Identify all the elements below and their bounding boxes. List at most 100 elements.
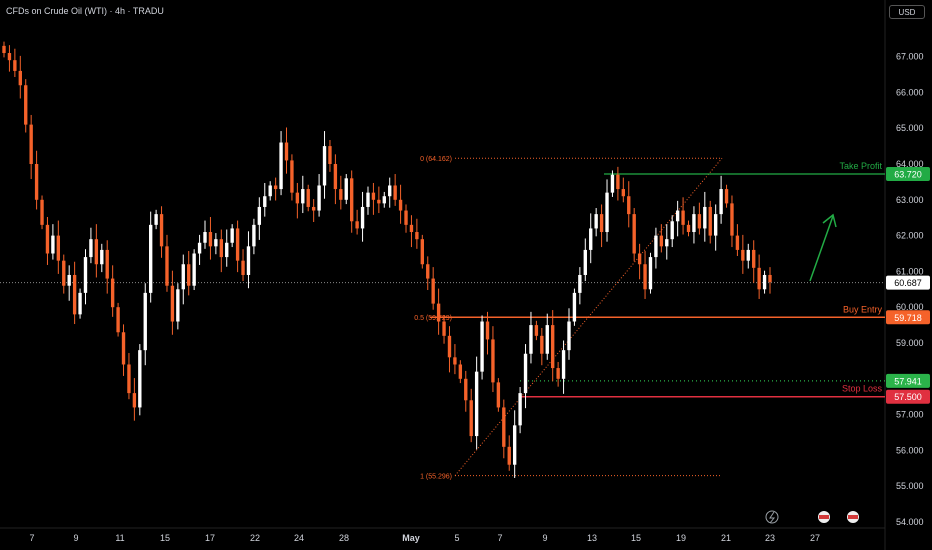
candle-body [290, 160, 294, 193]
x-tick-label: 24 [294, 533, 304, 543]
y-tick-label: 56.000 [896, 445, 924, 455]
candle-body [675, 210, 680, 222]
candle-body [578, 274, 582, 293]
candle [561, 340, 566, 394]
candle [534, 320, 539, 341]
candle-body [225, 242, 229, 258]
candle [45, 216, 50, 265]
candle [170, 270, 175, 335]
candle-body [56, 235, 61, 261]
candle [62, 254, 66, 294]
candle [72, 261, 77, 325]
lightning-icon[interactable] [765, 510, 779, 524]
candle-body [735, 235, 740, 250]
x-tick-label: 19 [676, 533, 686, 543]
x-tick-label: 9 [542, 533, 547, 543]
candle [219, 229, 223, 273]
take-profit-label: Take Profit [839, 161, 882, 171]
candle-body [388, 185, 392, 197]
candle [225, 229, 229, 267]
candle-body [436, 303, 441, 322]
candle-body [485, 321, 490, 340]
candle [752, 240, 756, 283]
candle [713, 204, 718, 251]
candle-body [518, 393, 522, 426]
candle-body [252, 224, 256, 247]
candle-body [219, 239, 223, 258]
candle-body [143, 292, 147, 351]
candle-body [301, 189, 305, 204]
candle [290, 154, 294, 201]
fib-level-label: 0.5 (59.729) [414, 315, 452, 322]
candle-body [165, 246, 169, 286]
candle [7, 45, 12, 72]
candle-body [551, 325, 555, 369]
candle-body [621, 189, 626, 197]
candle [105, 240, 109, 294]
candle [203, 220, 207, 249]
economic-event-icon[interactable] [818, 511, 830, 523]
candle [34, 150, 39, 210]
candle [116, 302, 120, 337]
candle [273, 177, 278, 201]
up-arrow-icon [809, 213, 837, 282]
candle-body [583, 249, 587, 275]
candle [132, 378, 137, 421]
candle-body [355, 221, 359, 229]
candle [83, 249, 88, 305]
candle-body [344, 178, 348, 200]
candle-body [415, 232, 419, 240]
candle [284, 127, 289, 174]
candle-body [170, 285, 175, 322]
economic-event-icon[interactable] [847, 511, 859, 523]
candle [360, 191, 365, 242]
candle-body [670, 221, 674, 240]
candle-body [2, 45, 6, 54]
candle [464, 370, 468, 412]
candle [159, 206, 164, 258]
candle-body [295, 192, 300, 204]
candle-body [480, 321, 484, 372]
candle-body [72, 274, 77, 315]
candle-body [83, 257, 88, 293]
candle-body [741, 249, 745, 261]
candle [447, 326, 452, 373]
candle-body [24, 85, 28, 125]
candle [127, 353, 131, 400]
candle-body [89, 239, 93, 258]
candle [328, 140, 332, 172]
candle [246, 231, 251, 289]
candle-body [512, 425, 517, 465]
candle-body [257, 206, 262, 225]
candle-body [464, 378, 468, 401]
candle-body [67, 274, 71, 286]
candle [295, 182, 300, 219]
candle-body [561, 350, 566, 379]
candle-body [138, 350, 142, 408]
candle [404, 204, 408, 233]
candle [686, 220, 691, 237]
candle [29, 114, 33, 180]
candle [339, 175, 343, 210]
candle-body [458, 364, 463, 379]
candle-body [208, 232, 213, 247]
candle-body [768, 274, 772, 283]
candle [529, 311, 533, 364]
candle [431, 267, 435, 310]
x-tick-label: 27 [810, 533, 820, 543]
candle [230, 224, 234, 248]
candle-body [360, 206, 365, 229]
candle-body [366, 192, 370, 207]
y-tick-label: 66.000 [896, 87, 924, 97]
candle [681, 197, 685, 235]
currency-button[interactable]: USD [889, 5, 925, 19]
candle-body [45, 224, 50, 254]
symbol-title: CFDs on Crude Oil (WTI) · 4h · TRADU [6, 6, 164, 16]
candle [556, 361, 560, 387]
candle [306, 184, 310, 212]
candle [469, 388, 473, 443]
candle-body [643, 264, 647, 290]
candle [518, 387, 522, 434]
candle [502, 399, 506, 459]
